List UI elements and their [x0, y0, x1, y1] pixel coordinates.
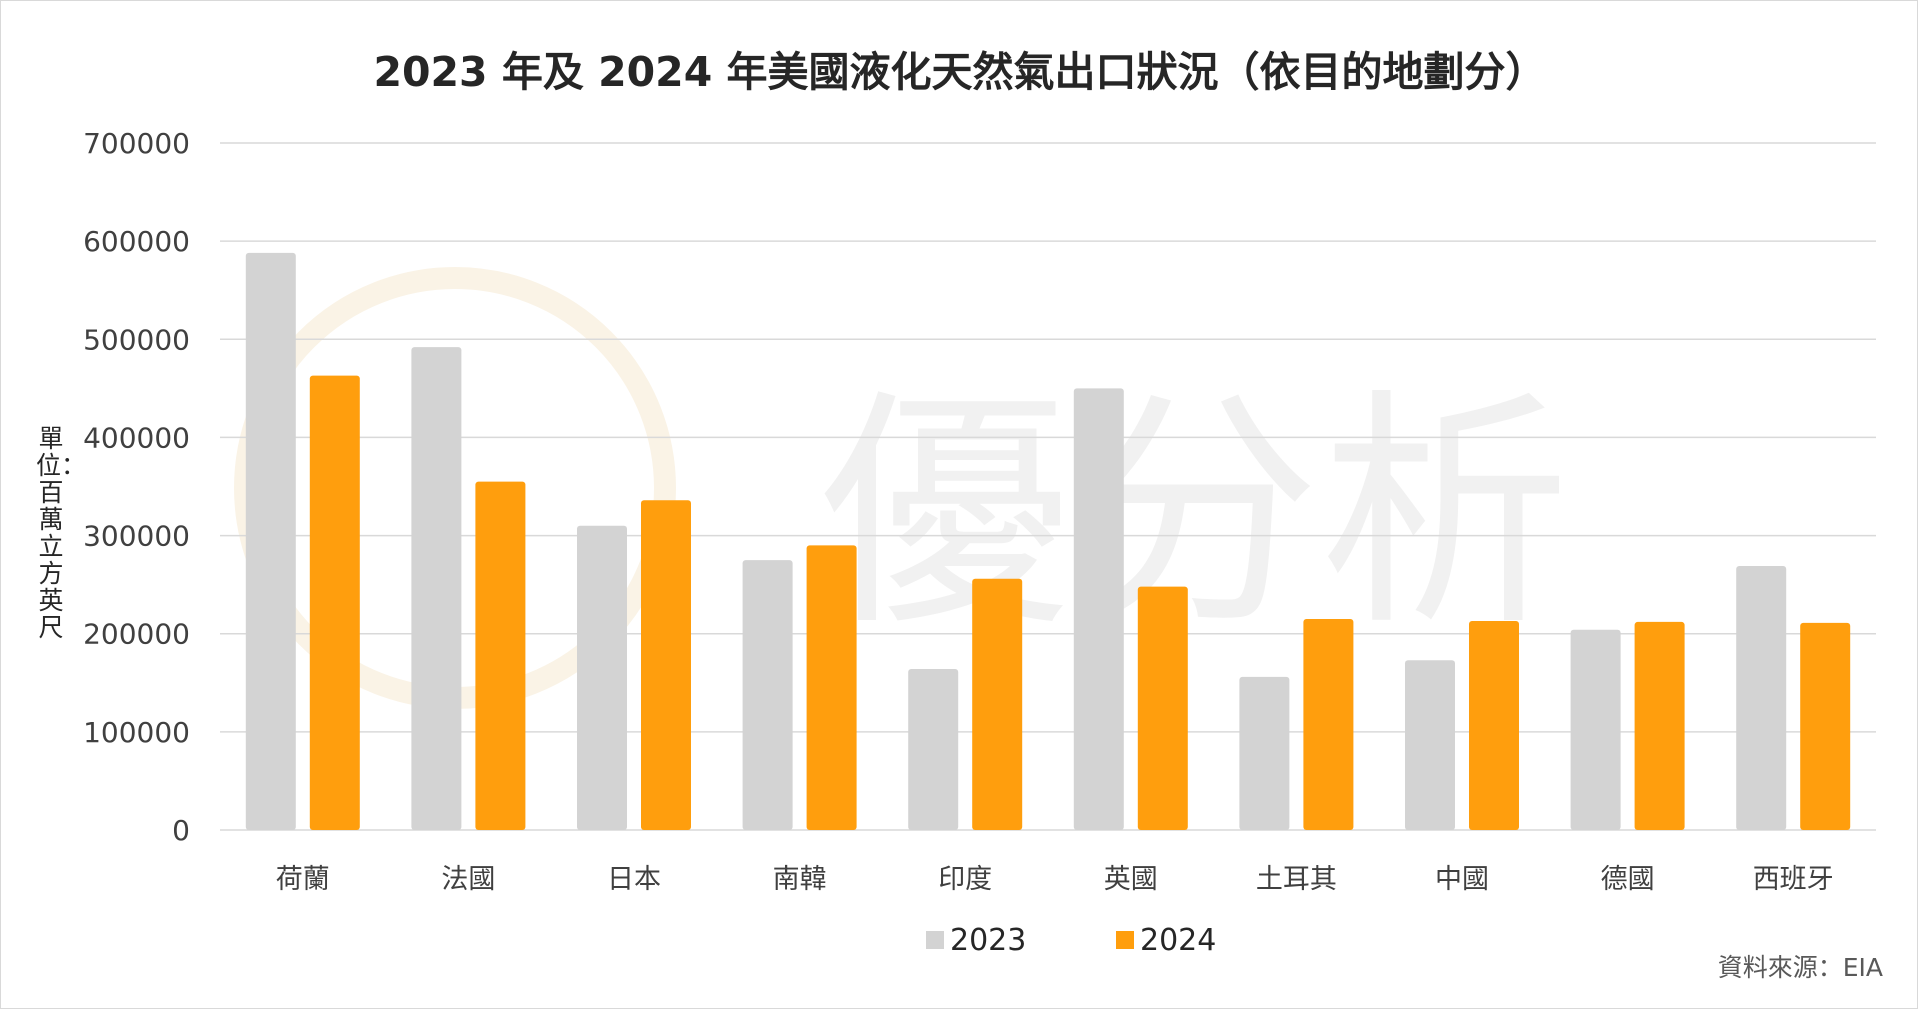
bar-2023: [1405, 660, 1455, 830]
y-tick-label: 700000: [83, 127, 190, 160]
legend-swatch-2023: [926, 931, 944, 949]
x-category-label: 印度: [938, 864, 992, 895]
watermark-text: 優分析: [820, 368, 1570, 659]
bar-2024: [806, 545, 857, 830]
x-category-label: 德國: [1601, 864, 1655, 895]
y-tick-label: 0: [172, 814, 190, 847]
bar-2023: [1073, 388, 1124, 830]
bar-2024: [1303, 618, 1354, 830]
x-axis-categories: 荷蘭 法國 日本 南韓 印度 英國 土耳其 中國 德國 西班牙: [276, 864, 1834, 895]
y-axis-label: 單位：百萬立方英尺: [36, 424, 87, 642]
legend: 2023 2024: [926, 923, 1216, 958]
y-tick-label: 600000: [83, 225, 190, 258]
x-category-label: 日本: [607, 864, 661, 895]
source-note: 資料來源：EIA: [1717, 953, 1883, 982]
bar-2023: [908, 669, 959, 830]
legend-swatch-2024: [1116, 931, 1134, 949]
watermark: 優分析: [234, 267, 1570, 709]
y-axis-ticks: 0 100000 200000 300000 400000 500000 600000 700…: [83, 127, 190, 847]
bar-2023: [245, 252, 296, 831]
x-category-label: 法國: [441, 864, 495, 895]
x-category-label: 中國: [1435, 864, 1489, 895]
x-category-label: 土耳其: [1256, 864, 1337, 895]
bar-2023: [1736, 565, 1787, 830]
y-tick-label: 200000: [83, 618, 190, 651]
bars: [245, 252, 1851, 831]
bar-2024: [1137, 586, 1188, 830]
bar-2023: [742, 560, 793, 830]
bar-2024: [972, 578, 1023, 830]
legend-label: 2023: [950, 923, 1026, 958]
bar-2023: [1570, 629, 1621, 830]
bar-2023: [577, 525, 627, 830]
y-tick-label: 300000: [83, 520, 190, 553]
bar-2024: [1469, 620, 1519, 830]
bar-2023: [1239, 676, 1290, 830]
x-category-label: 南韓: [773, 864, 827, 895]
bar-2024: [475, 481, 526, 830]
bar-2023: [411, 347, 462, 830]
x-category-label: 西班牙: [1753, 864, 1834, 895]
chart-title: 2023 年及 2024 年美國液化天然氣出口狀況（依目的地劃分）: [373, 48, 1547, 96]
x-category-label: 英國: [1104, 864, 1158, 895]
legend-label: 2024: [1140, 923, 1216, 958]
y-tick-label: 100000: [83, 716, 190, 749]
bar-2024: [1634, 621, 1685, 830]
bar-2024: [1800, 622, 1851, 830]
x-category-label: 荷蘭: [276, 864, 330, 895]
bar-2024: [641, 500, 691, 830]
y-tick-label: 400000: [83, 421, 190, 454]
bar-2024: [309, 375, 360, 830]
y-tick-label: 500000: [83, 323, 190, 356]
